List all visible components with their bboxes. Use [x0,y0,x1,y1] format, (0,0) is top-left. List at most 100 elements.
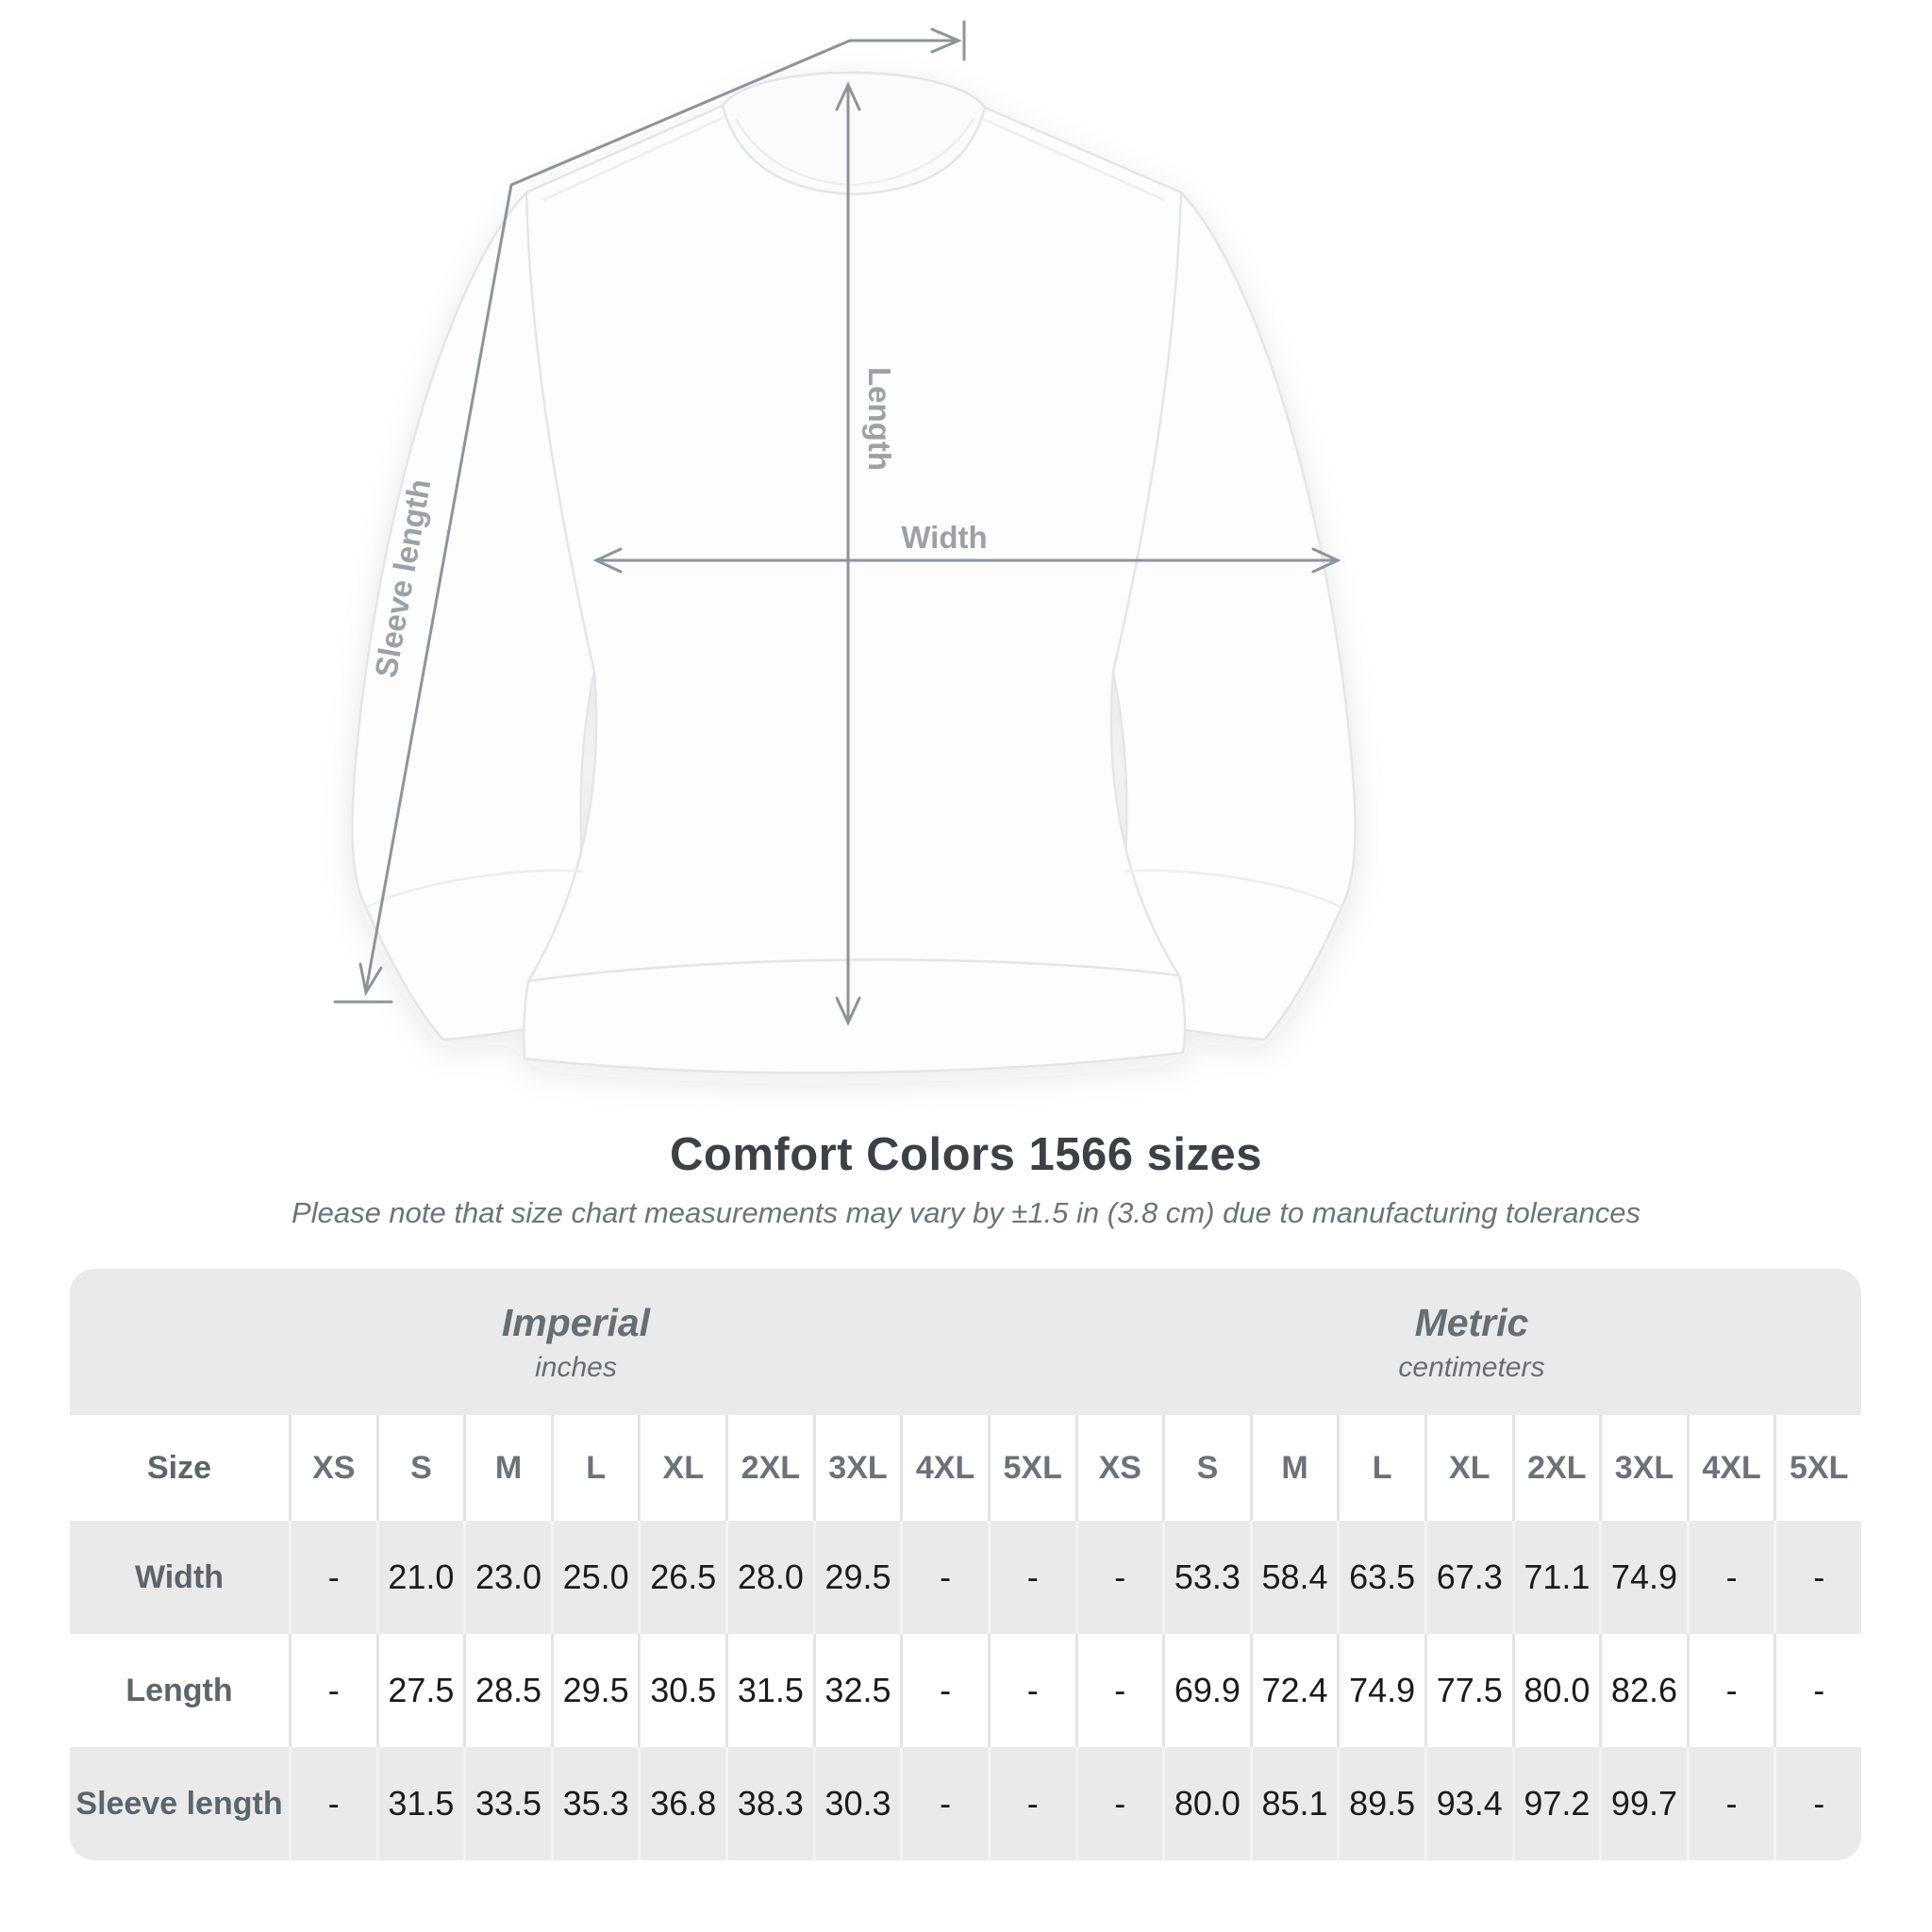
length-imperial-value: 31.5 [725,1634,813,1747]
imperial-size-header: 3XL [812,1415,901,1521]
imperial-size-header: XL [638,1415,725,1521]
sleeve-imperial-value: 30.3 [812,1747,901,1860]
row-label: Sleeve length [75,1785,283,1822]
metric-size-header: L [1337,1415,1424,1521]
metric-size-header: M [1249,1415,1338,1521]
width-imperial-value: 25.0 [550,1521,639,1634]
length-metric-value: - [1074,1634,1163,1747]
imperial-size-header: XS [289,1415,376,1521]
waistband [522,958,1187,1074]
length-metric-value: 80.0 [1511,1634,1600,1747]
metric-size-header: 2XL [1511,1415,1600,1521]
sweatshirt-measurement-diagram: Length Width Sleeve length [333,20,1357,1074]
width-imperial-value: 23.0 [463,1521,551,1634]
imperial-size-header: S [375,1415,464,1521]
unit-header-band: Imperial inches Metric centimeters [70,1269,1861,1415]
length-metric-value: 77.5 [1424,1634,1512,1747]
sweatshirt-image [351,71,1357,1074]
sleeve-metric-value: 80.0 [1162,1747,1250,1860]
imperial-label: Imperial [501,1300,651,1344]
imperial-size-header: M [463,1415,551,1521]
imperial-size-header: 2XL [725,1415,813,1521]
length-row: Length - 27.5 28.5 29.5 30.5 31.5 32.5 -… [70,1634,1861,1747]
length-label: Length [862,367,897,471]
length-imperial-value: - [289,1634,376,1747]
width-metric-value: 67.3 [1424,1521,1512,1634]
length-imperial-value: 27.5 [375,1634,464,1747]
left-shoulder-seam [542,115,725,202]
width-metric-value: 71.1 [1511,1521,1600,1634]
length-imperial-value: 32.5 [812,1634,901,1747]
imperial-size-header: 5XL [987,1415,1075,1521]
sleeve-length-arrow [333,20,966,1004]
width-metric-value: - [1686,1521,1774,1634]
size-column-header: Size [146,1449,212,1486]
body-panel [525,71,1183,983]
width-imperial-value: - [900,1521,988,1634]
sleeve-imperial-value: 31.5 [375,1747,464,1860]
collar-seam [734,118,975,187]
sleeve-metric-value: - [1774,1747,1861,1860]
width-imperial-value: 26.5 [638,1521,725,1634]
width-metric-value: - [1774,1521,1861,1634]
length-metric-value: 72.4 [1249,1634,1338,1747]
width-imperial-value: 21.0 [375,1521,464,1634]
width-metric-value: - [1074,1521,1163,1634]
sleeve-imperial-value: 38.3 [725,1747,813,1860]
width-metric-value: 63.5 [1337,1521,1424,1634]
length-metric-value: 74.9 [1337,1634,1424,1747]
size-header-row: Size XS S M L XL 2XL 3XL 4XL 5XL XS S M … [70,1415,1861,1521]
length-imperial-value: 28.5 [463,1634,551,1747]
metric-units-label: centimeters [1398,1351,1545,1383]
length-imperial-value: 30.5 [638,1634,725,1747]
metric-size-header: 5XL [1774,1415,1861,1521]
length-arrow [835,81,861,1026]
imperial-section-header: Imperial inches [70,1269,1082,1415]
right-cuff-seam [1124,869,1342,909]
sleeve-imperial-value: 33.5 [463,1747,551,1860]
right-shoulder-seam [982,117,1165,202]
metric-size-header: XL [1424,1415,1512,1521]
length-imperial-value: - [900,1634,988,1747]
width-imperial-value: - [987,1521,1075,1634]
collar [721,71,987,196]
sleeve-imperial-value: 35.3 [550,1747,639,1860]
sleeve-metric-value: - [1074,1747,1163,1860]
sleeve-imperial-value: - [289,1747,376,1860]
length-metric-value: - [1686,1634,1774,1747]
sleeve-metric-value: 97.2 [1511,1747,1600,1860]
page-title: Comfort Colors 1566 sizes [670,1129,1262,1180]
row-label: Length [125,1672,233,1708]
metric-label: Metric [1414,1300,1529,1344]
sleeve-imperial-value: - [987,1747,1075,1860]
width-row: Width - 21.0 23.0 25.0 26.5 28.0 29.5 - … [70,1521,1861,1634]
width-label: Width [901,520,987,555]
width-metric-value: 53.3 [1162,1521,1250,1634]
metric-section-header: Metric centimeters [1082,1269,1861,1415]
imperial-units-label: inches [535,1351,617,1383]
length-metric-value: - [1774,1634,1861,1747]
sleeve-length-row: Sleeve length - 31.5 33.5 35.3 36.8 38.3… [70,1747,1861,1860]
width-metric-value: 74.9 [1599,1521,1687,1634]
width-metric-value: 58.4 [1249,1521,1338,1634]
imperial-size-header: 4XL [900,1415,988,1521]
width-arrow [592,547,1341,574]
length-imperial-value: 29.5 [550,1634,639,1747]
metric-size-header: 4XL [1686,1415,1774,1521]
sleeve-imperial-value: - [900,1747,988,1860]
metric-size-header: 3XL [1599,1415,1687,1521]
length-imperial-value: - [987,1634,1075,1747]
page-subtitle: Please note that size chart measurements… [291,1196,1641,1229]
sleeve-metric-value: 89.5 [1337,1747,1424,1860]
left-cuff-seam [365,869,584,909]
imperial-size-header: L [550,1415,639,1521]
width-imperial-value: - [289,1521,376,1634]
metric-size-header: XS [1074,1415,1163,1521]
size-table: Imperial inches Metric centimeters Size … [70,1269,1861,1860]
measurement-arrows [333,20,1341,1026]
length-metric-value: 82.6 [1599,1634,1687,1747]
sleeve-metric-value: - [1686,1747,1774,1860]
length-metric-value: 69.9 [1162,1634,1250,1747]
sleeve-metric-value: 99.7 [1599,1747,1687,1860]
